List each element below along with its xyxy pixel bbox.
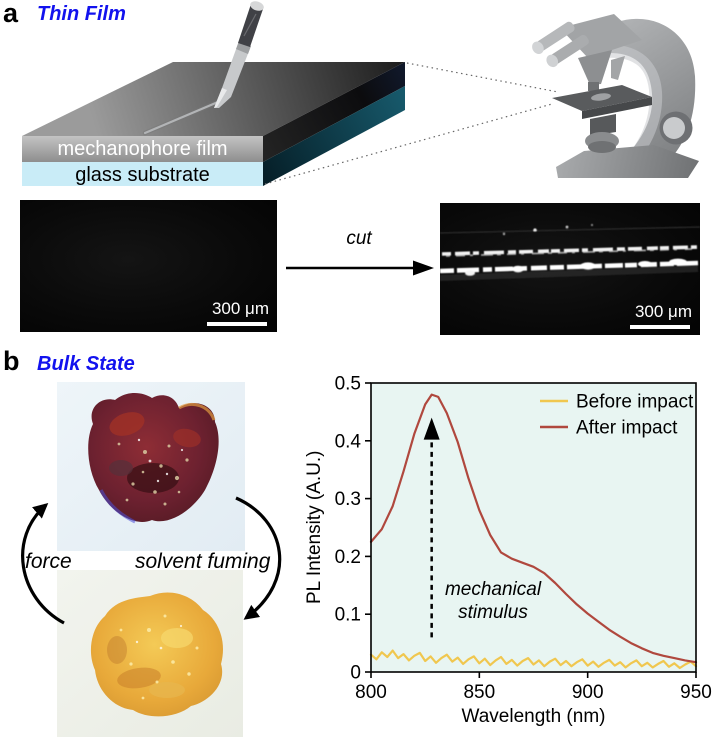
- force-label: force: [25, 550, 72, 573]
- y-tick-label: 0.3: [335, 489, 361, 510]
- mechanical-stimulus-arrowhead: [423, 417, 440, 440]
- thin-film-schematic: [22, 1, 699, 186]
- scalebar-line-right: [630, 325, 690, 329]
- photo-yellow-bulk: [57, 570, 243, 737]
- mechanophore-film-face: [22, 136, 263, 162]
- chart-y-axis-label: PL Intensity (A.U.): [304, 450, 325, 605]
- panel-a-label: a: [3, 0, 19, 28]
- crystal-glints: [119, 614, 199, 700]
- scalebar-label-right: 300 μm: [634, 302, 692, 321]
- mechanophore-film-label: mechanophore film: [57, 138, 228, 160]
- series-line-0: [369, 649, 698, 670]
- panel-b-label: b: [3, 346, 20, 376]
- crystal-speckles: [117, 442, 189, 506]
- annotation-line1: mechanical: [444, 579, 542, 600]
- microscope-icon: [532, 14, 699, 178]
- y-tick-label: 0.1: [335, 605, 361, 626]
- annotation-text: mechanical stimulus: [420, 578, 566, 624]
- axis-box: [370, 382, 697, 673]
- annotation-line2: stimulus: [458, 602, 528, 623]
- pl-spectrum-chart: 800 850 900 950 0 0.1 0.2 0.3 0.4 0.5 Before impac…: [300, 368, 712, 737]
- glass-substrate-label: glass substrate: [75, 164, 210, 186]
- micrograph-before-cut: 300 μm: [20, 200, 277, 332]
- cut-scratch-highlight: [143, 100, 220, 135]
- legend-label-0: Before impact: [576, 392, 694, 413]
- fluorescent-streaks: [440, 223, 700, 281]
- y-tick-label: 0: [350, 663, 361, 684]
- plot-area: [371, 383, 696, 672]
- y-tick-label: 0.4: [335, 431, 362, 452]
- glass-side-face: [263, 86, 405, 186]
- film-top-face: [22, 62, 405, 136]
- panel-a-title: Thin Film: [37, 3, 126, 25]
- film-side-face: [263, 62, 405, 162]
- pl-chart-canvas: 800 850 900 950 0 0.1 0.2 0.3 0.4 0.5 Before impac…: [335, 374, 712, 704]
- scalebar-label-left: 300 μm: [211, 299, 269, 318]
- chart-x-axis-label: Wavelength (nm): [461, 706, 606, 727]
- microscope-base: [556, 145, 699, 178]
- eyepieces: [532, 21, 589, 68]
- y-tick-label: 0.5: [335, 374, 361, 395]
- x-tick-label: 850: [463, 682, 495, 703]
- panel-b-title: Bulk State: [37, 353, 135, 375]
- glass-substrate-face: [22, 162, 263, 186]
- cut-arrow: [286, 260, 434, 276]
- legend-label-1: After impact: [576, 418, 678, 439]
- photo-red-bulk: [57, 382, 245, 551]
- scalebar-line-left: [207, 322, 267, 326]
- micrograph-after-cut: 300 μm: [440, 203, 700, 335]
- x-tick-label: 950: [680, 682, 712, 703]
- knife-icon: [214, 1, 264, 108]
- cut-label: cut: [346, 228, 372, 249]
- cycle-arrow-right: [235, 496, 282, 620]
- solvent-fuming-label: solvent fuming: [135, 550, 271, 573]
- objective-turret: [578, 50, 612, 85]
- x-tick-label: 800: [355, 682, 387, 703]
- series-line-1: [369, 393, 698, 664]
- projection-lines: [264, 62, 559, 185]
- objective-lens: [588, 82, 599, 91]
- cycle-arrow-left: [21, 503, 65, 625]
- y-tick-label: 0.2: [335, 547, 361, 568]
- cycle-arrows: [21, 496, 282, 625]
- cut-arrow-group: cut: [284, 228, 436, 280]
- x-tick-label: 900: [572, 682, 604, 703]
- film-block: [22, 62, 405, 186]
